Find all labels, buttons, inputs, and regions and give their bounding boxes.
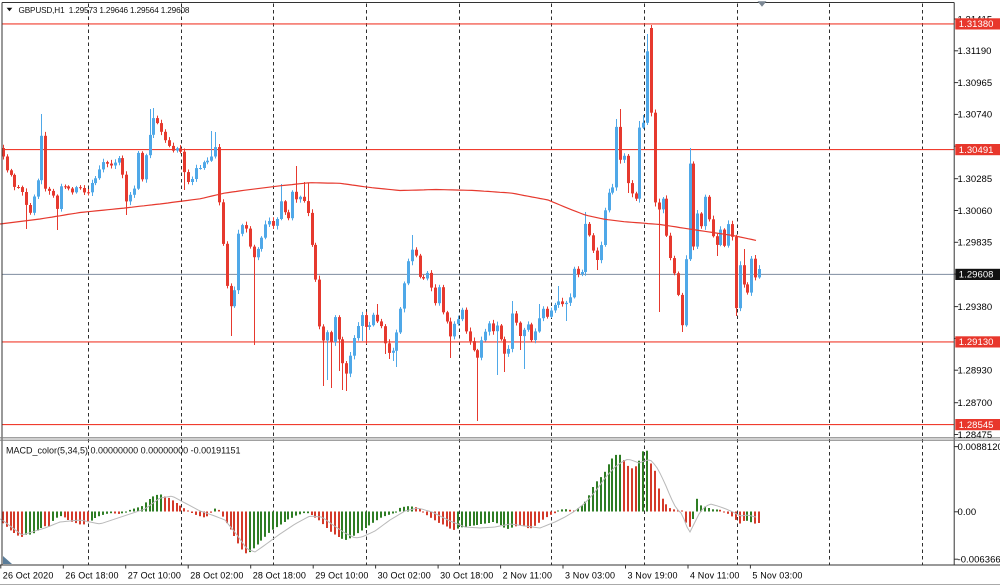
svg-text:-0.006366: -0.006366 [958, 555, 1000, 566]
svg-text:1.31190: 1.31190 [958, 46, 992, 57]
svg-text:1.28700: 1.28700 [958, 398, 993, 409]
svg-text:1.30060: 1.30060 [958, 206, 993, 217]
svg-text:1.30740: 1.30740 [958, 110, 993, 121]
svg-text:3 Nov 19:00: 3 Nov 19:00 [628, 571, 678, 581]
svg-text:0.00: 0.00 [958, 507, 977, 518]
svg-text:1.28475: 1.28475 [958, 430, 993, 441]
svg-text:30 Oct 18:00: 30 Oct 18:00 [440, 571, 493, 581]
svg-text:1.30965: 1.30965 [958, 78, 993, 89]
svg-text:30 Oct 02:00: 30 Oct 02:00 [378, 571, 431, 581]
svg-text:1.29608: 1.29608 [959, 270, 994, 281]
svg-text:GBPUSD,H1 1.29573 1.29646 1.2: GBPUSD,H1 1.29573 1.29646 1.29564 1.2960… [19, 6, 190, 15]
svg-text:1.29380: 1.29380 [958, 302, 993, 313]
svg-text:1.30491: 1.30491 [959, 145, 994, 156]
svg-text:MACD_color(5,34,5) 0.00000000: MACD_color(5,34,5) 0.00000000 0.00000000… [6, 446, 241, 456]
svg-text:27 Oct 10:00: 27 Oct 10:00 [128, 571, 181, 581]
svg-text:28 Oct 02:00: 28 Oct 02:00 [190, 571, 243, 581]
svg-text:2 Nov 11:00: 2 Nov 11:00 [503, 571, 553, 581]
svg-text:1.29835: 1.29835 [958, 238, 993, 249]
svg-text:26 Oct 2020: 26 Oct 2020 [3, 571, 54, 581]
svg-text:1.30285: 1.30285 [958, 174, 993, 185]
svg-text:5 Nov 03:00: 5 Nov 03:00 [752, 571, 802, 581]
svg-text:1.31380: 1.31380 [959, 19, 994, 30]
svg-text:1.29130: 1.29130 [959, 337, 994, 348]
svg-text:28 Oct 18:00: 28 Oct 18:00 [253, 571, 306, 581]
svg-text:1.28545: 1.28545 [959, 420, 994, 431]
svg-text:4 Nov 11:00: 4 Nov 11:00 [690, 571, 740, 581]
svg-text:1.28930: 1.28930 [958, 366, 993, 377]
svg-text:29 Oct 10:00: 29 Oct 10:00 [315, 571, 368, 581]
svg-text:26 Oct 18:00: 26 Oct 18:00 [65, 571, 118, 581]
svg-text:3 Nov 03:00: 3 Nov 03:00 [565, 571, 615, 581]
svg-text:0.0088120: 0.0088120 [958, 442, 1000, 453]
